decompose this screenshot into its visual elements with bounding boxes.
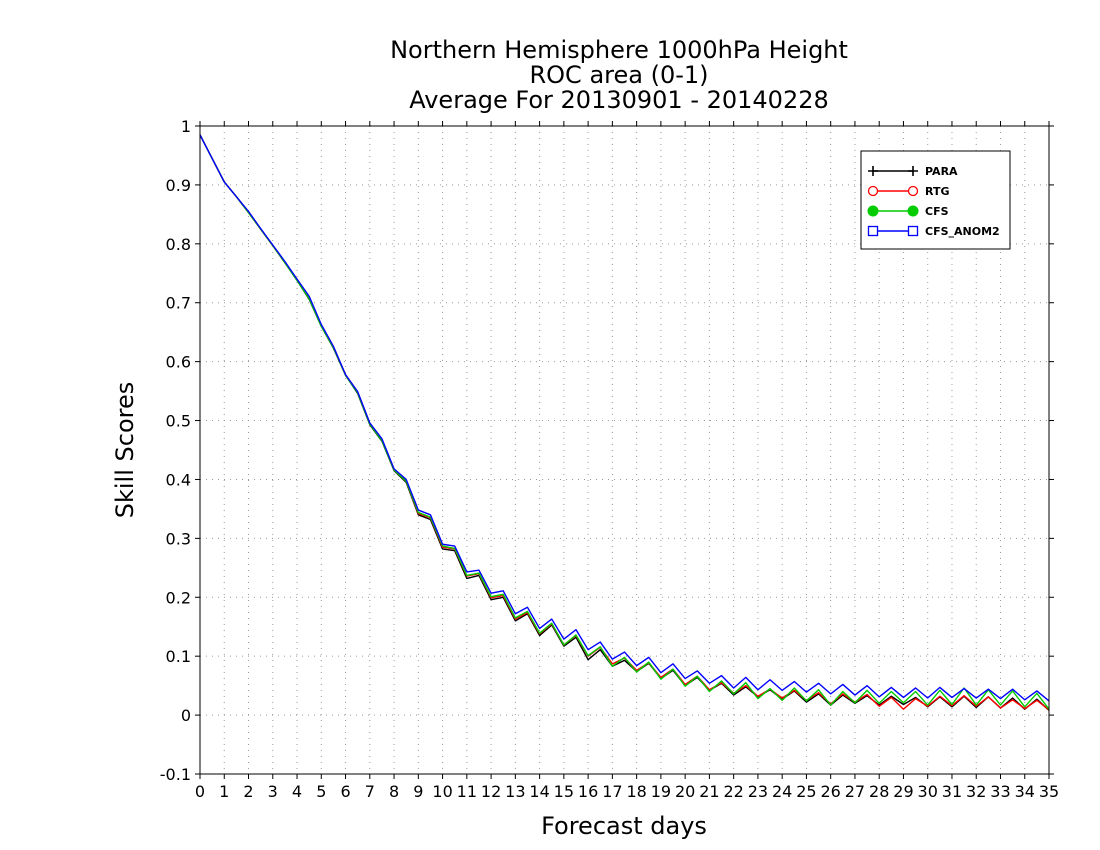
- x-tick-label: 34: [1015, 782, 1035, 801]
- x-tick-label: 12: [481, 782, 501, 801]
- square-open-marker-icon: [907, 225, 919, 237]
- x-tick-label: 32: [966, 782, 986, 801]
- x-tick-label: 17: [602, 782, 622, 801]
- y-tick-label: 0.2: [166, 588, 191, 607]
- y-axis-label: Skill Scores: [111, 382, 139, 519]
- x-tick-label: 22: [723, 782, 743, 801]
- x-tick-label: 24: [772, 782, 792, 801]
- y-tick-label: 0.3: [166, 529, 191, 548]
- x-tick-label: 29: [893, 782, 913, 801]
- series-line-cfs-anom2: [199, 134, 1050, 702]
- y-tick-label: 0.9: [166, 176, 191, 195]
- x-tick-label: 20: [675, 782, 695, 801]
- plot-area-border: [199, 125, 1050, 775]
- x-tick-label: 35: [1039, 782, 1059, 801]
- circle-open-marker-icon: [867, 185, 879, 197]
- x-tick-label: 19: [651, 782, 671, 801]
- x-tick-label: 27: [845, 782, 865, 801]
- x-tick-label: 15: [554, 782, 574, 801]
- chart-title-line-3: Average For 20130901 - 20140228: [409, 86, 829, 114]
- y-tick-label: 0.8: [166, 235, 191, 254]
- y-tick-label: 0.5: [166, 412, 191, 431]
- x-tick-label: 30: [918, 782, 938, 801]
- y-tick-label: 0.7: [166, 294, 191, 313]
- y-tick-label: 0.6: [166, 353, 191, 372]
- circle-open-marker-icon: [907, 185, 919, 197]
- chart-title-line-1: Northern Hemisphere 1000hPa Height: [390, 36, 848, 64]
- x-tick-label: 2: [243, 782, 253, 801]
- legend-box: [860, 150, 1011, 250]
- y-tick-label: 0: [181, 706, 191, 725]
- x-tick-label: 14: [529, 782, 549, 801]
- x-tick-label: 31: [942, 782, 962, 801]
- x-tick-label: 33: [990, 782, 1010, 801]
- legend: PARA RTG CFS CFS_ANOM2: [860, 150, 1011, 250]
- x-tick-label: 0: [195, 782, 205, 801]
- chart-title-line-2: ROC area (0-1): [529, 61, 708, 89]
- x-tick-label: 7: [365, 782, 375, 801]
- x-tick-label: 28: [869, 782, 889, 801]
- x-tick-label: 1: [219, 782, 229, 801]
- legend-label-cfs-anom2: CFS_ANOM2: [925, 225, 1000, 238]
- y-tick-label: 0.4: [166, 470, 191, 489]
- x-tick-label: 26: [821, 782, 841, 801]
- x-tick-label: 16: [578, 782, 598, 801]
- x-tick-label: 10: [432, 782, 452, 801]
- grid: [200, 126, 1049, 774]
- square-open-marker-icon: [867, 225, 879, 237]
- circle-filled-marker-icon: [907, 205, 919, 217]
- plus-marker-icon: [868, 166, 878, 176]
- legend-label-cfs: CFS: [925, 205, 949, 218]
- x-tick-label: 3: [268, 782, 278, 801]
- legend-label-rtg: RTG: [925, 185, 950, 198]
- x-axis-label: Forecast days: [541, 812, 707, 840]
- circle-filled-marker-icon: [867, 205, 879, 217]
- y-tick-label: 1: [181, 117, 191, 136]
- x-tick-label: 23: [748, 782, 768, 801]
- x-tick-label: 9: [413, 782, 423, 801]
- x-tick-label: 13: [505, 782, 525, 801]
- x-tick-label: 6: [340, 782, 350, 801]
- x-tick-label: 11: [457, 782, 477, 801]
- axes: 0 1 2 3 4 5 6 7 8 9 10 11 12 13 14 15 16 17 18 19 20 21 22 23 24…: [160, 117, 1059, 801]
- legend-label-para: PARA: [925, 165, 958, 178]
- x-tick-label: 8: [389, 782, 399, 801]
- x-tick-label: 21: [699, 782, 719, 801]
- x-tick-label: 18: [626, 782, 646, 801]
- y-tick-label: -0.1: [160, 765, 191, 784]
- x-tick-label: 5: [316, 782, 326, 801]
- y-tick-label: 0.1: [166, 647, 191, 666]
- series-lines: [199, 134, 1050, 711]
- x-tick-label: 4: [292, 782, 302, 801]
- plus-marker-icon: [908, 166, 918, 176]
- x-tick-label: 25: [796, 782, 816, 801]
